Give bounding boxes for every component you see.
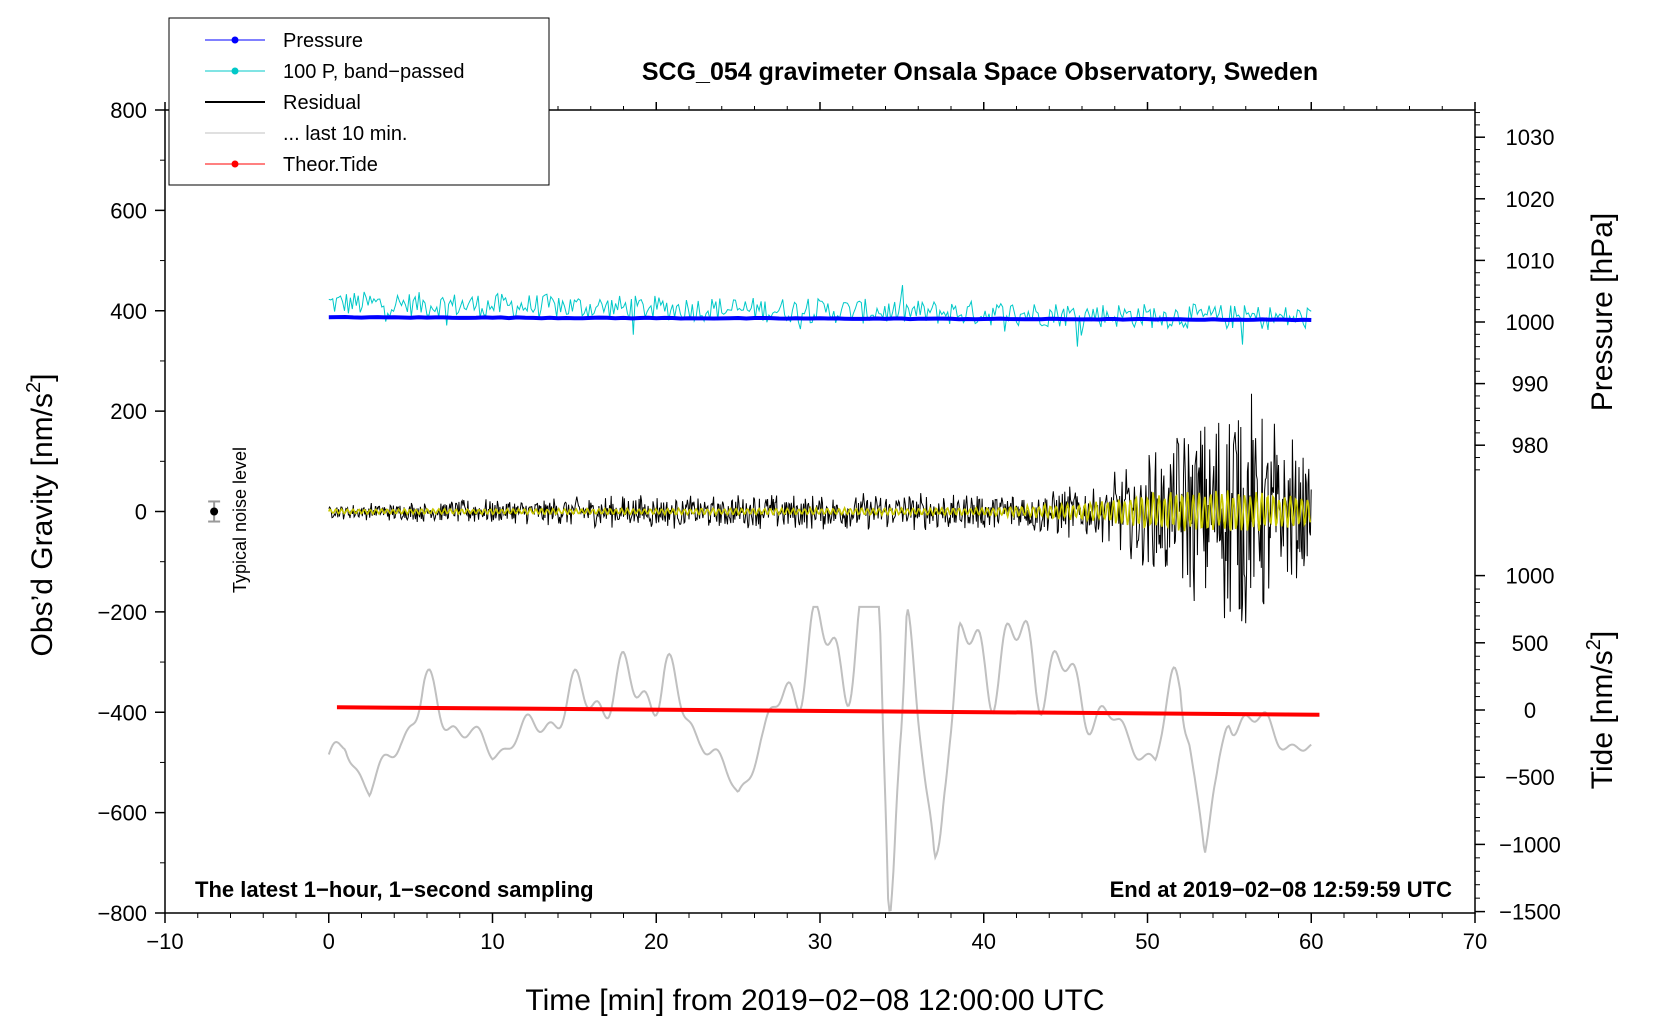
series-bandpassed-pressure <box>328 285 1312 347</box>
legend-label: Theor.Tide <box>283 154 378 176</box>
tide-tick-label: 0 <box>1524 698 1536 723</box>
y-axis-left-title-main: Obs’d Gravity [nm/s <box>26 393 59 656</box>
noise-level-label: Typical noise level <box>230 447 250 593</box>
legend-label: Pressure <box>283 30 363 52</box>
y-axis-tide: 1000 500 0 −500 −1000 −1500 <box>1475 564 1561 925</box>
tide-tick-label: −500 <box>1505 765 1555 790</box>
series-theoretical-tide <box>336 705 1320 717</box>
y-tick-label: 400 <box>110 299 147 324</box>
y-axis-tide-title-main: Tide [nm/s <box>1586 650 1619 789</box>
x-tick-label: 50 <box>1135 929 1159 954</box>
series-pressure <box>328 314 1312 323</box>
y-axis-left-title: Obs’d Gravity [nm/s2] <box>23 374 59 657</box>
x-tick-label: 40 <box>972 929 996 954</box>
x-tick-label: 30 <box>808 929 832 954</box>
legend-label: 100 P, band−passed <box>283 61 464 83</box>
tide-tick-label: −1500 <box>1499 900 1561 925</box>
noise-level-marker <box>208 500 221 523</box>
tide-tick-label: 500 <box>1512 631 1549 656</box>
pressure-tick-label: 1000 <box>1506 310 1555 335</box>
y-tick-label: 200 <box>110 399 147 424</box>
tide-tick-label: −1000 <box>1499 832 1561 857</box>
y-tick-label: 0 <box>135 500 147 525</box>
x-tick-label: −10 <box>146 929 183 954</box>
legend: Pressure 100 P, band−passed Residual ... la… <box>168 17 550 186</box>
x-axis: −10 0 10 20 30 40 50 60 70 <box>146 102 1487 954</box>
x-tick-label: 20 <box>644 929 668 954</box>
y-axis-pressure-title: Pressure [hPa] <box>1586 213 1619 411</box>
pressure-tick-label: 980 <box>1512 433 1549 458</box>
y-tick-label: −200 <box>97 600 147 625</box>
legend-marker <box>231 36 239 44</box>
x-tick-label: 10 <box>480 929 504 954</box>
x-tick-label: 70 <box>1463 929 1487 954</box>
pressure-tick-label: 1010 <box>1506 248 1555 273</box>
series-residual-filtered <box>328 490 1312 532</box>
tide-tick-label: 1000 <box>1506 564 1555 589</box>
y-tick-label: −800 <box>97 901 147 926</box>
data-layer <box>327 285 1320 912</box>
pressure-tick-label: 990 <box>1512 372 1549 397</box>
y-axis-left: 800 600 400 200 0 −200 −400 −600 −800 <box>97 98 165 926</box>
x-tick-label: 60 <box>1299 929 1323 954</box>
annotation-right: End at 2019−02−08 12:59:59 UTC <box>1110 877 1453 902</box>
y-axis-tide-title: Tide [nm/s2] <box>1583 631 1619 789</box>
legend-label: Residual <box>283 92 361 114</box>
y-tick-label: −400 <box>97 700 147 725</box>
y-tick-label: 800 <box>110 98 147 123</box>
pressure-tick-label: 1030 <box>1506 125 1555 150</box>
noise-point <box>210 507 219 516</box>
chart-title: SCG_054 gravimeter Onsala Space Observat… <box>642 58 1318 86</box>
legend-marker <box>231 67 239 75</box>
y-tick-label: −600 <box>97 801 147 826</box>
y-tick-label: 600 <box>110 198 147 223</box>
y-axis-tide-title-close: ] <box>1586 631 1619 639</box>
annotation-left: The latest 1−hour, 1−second sampling <box>195 877 594 902</box>
legend-label: ... last 10 min. <box>283 123 408 145</box>
legend-marker <box>231 160 239 168</box>
series-residual <box>328 393 1312 624</box>
y-axis-left-title-sup: 2 <box>23 382 45 393</box>
y-axis-left-title-close: ] <box>26 374 59 382</box>
pressure-tick-label: 1020 <box>1506 187 1555 212</box>
x-axis-title: Time [min] from 2019−02−08 12:00:00 UTC <box>525 984 1104 1017</box>
y-axis-tide-title-sup: 2 <box>1583 639 1605 650</box>
series-last-10-min <box>327 605 1312 912</box>
y-axis-pressure: 980 990 1000 1010 1020 1030 <box>1475 112 1555 471</box>
x-tick-label: 0 <box>323 929 335 954</box>
